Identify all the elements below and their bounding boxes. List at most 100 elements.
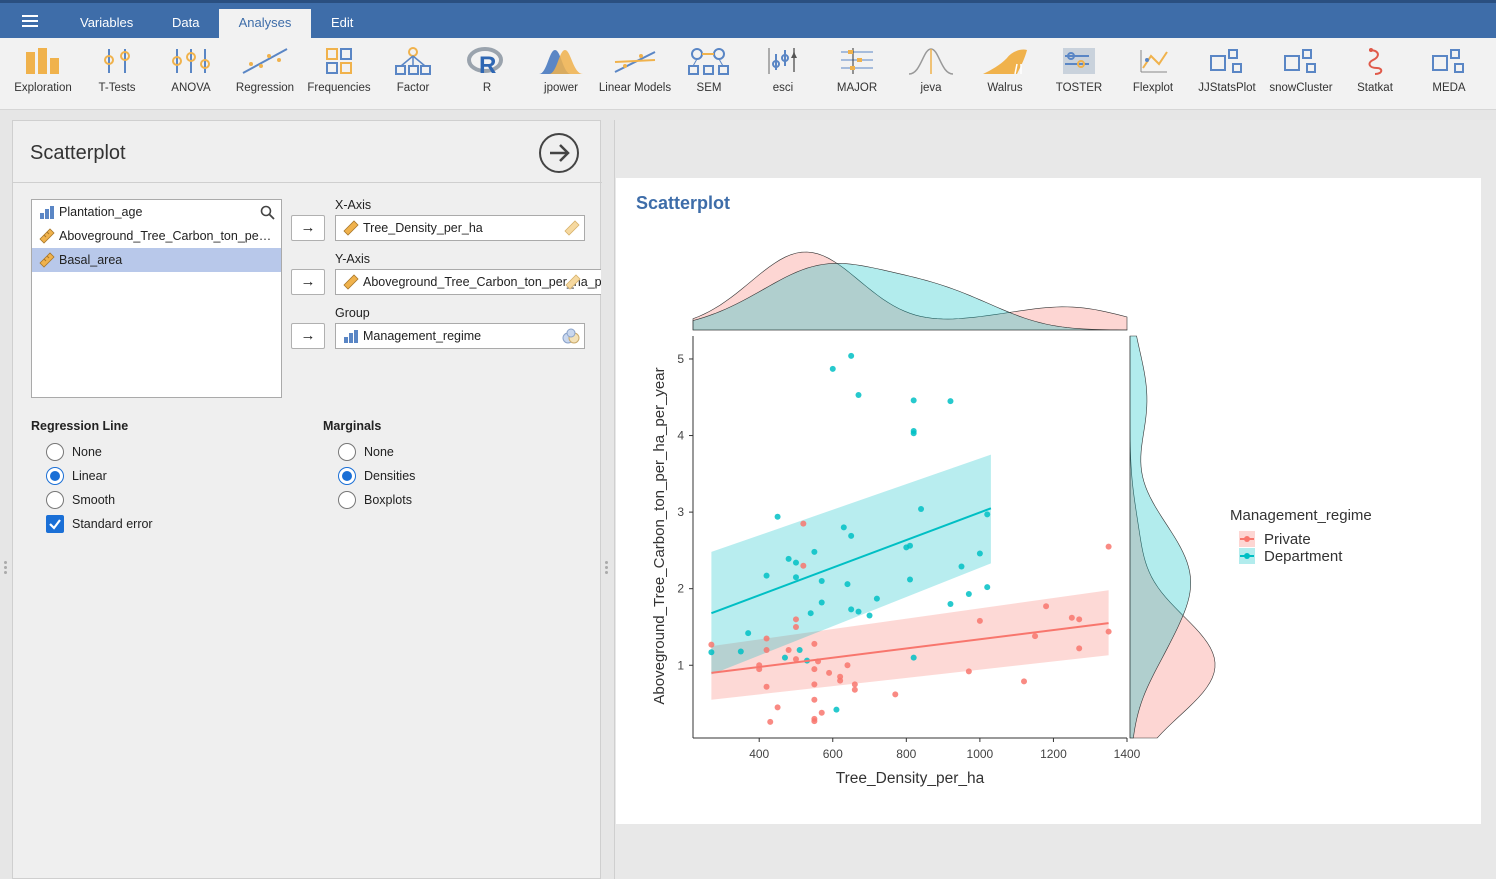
data-point-department [708,649,715,656]
data-point-private [800,562,807,569]
tab-variables[interactable]: Variables [80,15,134,30]
esci-button[interactable]: esci [746,46,820,94]
y-tick-label: 4 [677,429,684,443]
exploration-label: Exploration [14,82,72,94]
flexplot-button[interactable]: Flexplot [1116,46,1190,94]
flexplot-icon [1140,50,1168,73]
regression-line-private [711,622,1109,674]
move-to-group-button[interactable]: → [291,323,325,349]
data-point-department [763,572,770,579]
regression-smooth-option[interactable]: Smooth [46,490,115,510]
statkat-label: Statkat [1357,82,1393,94]
list-item[interactable]: Aboveground_Tree_Carbon_ton_per_ha_per_y… [32,224,281,248]
data-point-department [918,506,925,513]
data-point-private [826,669,833,676]
data-point-private [976,617,983,624]
variable-list[interactable]: Plantation_age Aboveground_Tree_Carbon_t… [31,199,282,398]
option-label: None [72,445,102,459]
data-point-department [910,654,917,661]
tab-edit[interactable]: Edit [331,15,354,30]
move-to-x-axis-button[interactable]: → [291,215,325,241]
jpower-label: jpower [544,82,578,94]
y-axis-value: Aboveground_Tree_Carbon_ton_per_ha_per_y… [363,275,601,289]
esci-label: esci [772,82,794,94]
regression-none-option[interactable]: None [46,442,102,462]
tab-analyses[interactable]: Analyses [219,9,311,38]
y-axis-field[interactable]: Aboveground_Tree_Carbon_ton_per_ha_per_y… [335,269,601,295]
data-point-department [796,646,803,653]
standard-error-checkbox[interactable]: Standard error [46,514,153,534]
group-value: Management_regime [363,329,482,343]
data-point-private [792,656,799,663]
arrow-right-icon [550,144,570,162]
jeva-button[interactable]: jeva [894,46,968,94]
r-button[interactable]: R R [450,46,524,94]
data-point-department [737,648,744,655]
toster-button[interactable]: TOSTER [1042,46,1116,94]
data-point-private [1076,616,1083,623]
anova-button[interactable]: ANOVA [154,46,228,94]
data-point-private [1076,645,1083,652]
continuous-variable-icon [39,252,55,272]
data-point-private [892,691,899,698]
marginals-densities-option[interactable]: Densities [338,466,415,486]
data-point-private [785,646,792,653]
snowcluster-button[interactable]: snowCluster [1264,46,1338,94]
major-button[interactable]: MAJOR [820,46,894,94]
variable-name: Basal_area [59,253,123,267]
x-axis-field[interactable]: Tree_Density_per_ha [335,215,585,241]
exploration-button[interactable]: Exploration [6,46,80,94]
data-point-department [984,511,991,518]
results-card [616,178,1481,824]
factor-button[interactable]: Factor [376,46,450,94]
legend-title: Management_regime [1230,507,1372,524]
data-point-department [792,574,799,581]
search-icon[interactable] [260,205,275,223]
linear-models-button[interactable]: Linear Models [598,46,672,94]
data-point-department [792,559,799,566]
variable-name: Aboveground_Tree_Carbon_ton_per_ha_per_y… [59,229,281,243]
data-point-private [811,640,818,647]
sem-icon [688,48,729,75]
left-resize-handle[interactable] [4,561,8,577]
marginals-none-option[interactable]: None [338,442,394,462]
jjstatsplot-icon [1210,49,1242,73]
variable-name: Plantation_age [59,205,143,219]
list-item[interactable]: Plantation_age [32,200,281,224]
statkat-icon [1368,48,1383,75]
data-point-department [976,550,983,557]
jjstatsplot-button[interactable]: JJStatsPlot [1190,46,1264,94]
factor-icon [395,47,431,75]
data-point-department [855,608,862,615]
group-label: Group [335,306,370,320]
x-axis-label: X-Axis [335,198,372,212]
hamburger-menu-icon[interactable] [14,13,46,35]
panel-resize-handle[interactable] [605,561,609,577]
data-point-department [807,610,814,617]
data-point-department [907,542,913,549]
jpower-button[interactable]: jpower [524,46,598,94]
top-density-department [692,263,1128,331]
close-panel-button[interactable] [539,133,579,173]
list-item[interactable]: Basal_area [32,248,281,272]
walrus-button[interactable]: Walrus [968,46,1042,94]
regression-button[interactable]: Regression [228,46,302,94]
data-point-private [1021,678,1028,685]
t-tests-button[interactable]: T-Tests [80,46,154,94]
regression-linear-option[interactable]: Linear [46,466,107,486]
x-tick-label: 1400 [1114,747,1141,761]
meda-button[interactable]: MEDA [1412,46,1486,94]
legend-item-label: Department [1264,548,1343,565]
frequencies-button[interactable]: Frequencies [302,46,376,94]
panel-title: Scatterplot [30,142,126,164]
data-point-private [763,635,770,642]
group-field[interactable]: Management_regime [335,323,585,349]
marginals-title: Marginals [323,419,382,433]
data-point-department [866,612,873,619]
tab-data[interactable]: Data [172,15,200,30]
marginals-boxplots-option[interactable]: Boxplots [338,490,412,510]
sem-button[interactable]: SEM [672,46,746,94]
statkat-button[interactable]: Statkat [1338,46,1412,94]
panel-divider [13,182,602,183]
move-to-y-axis-button[interactable]: → [291,269,325,295]
